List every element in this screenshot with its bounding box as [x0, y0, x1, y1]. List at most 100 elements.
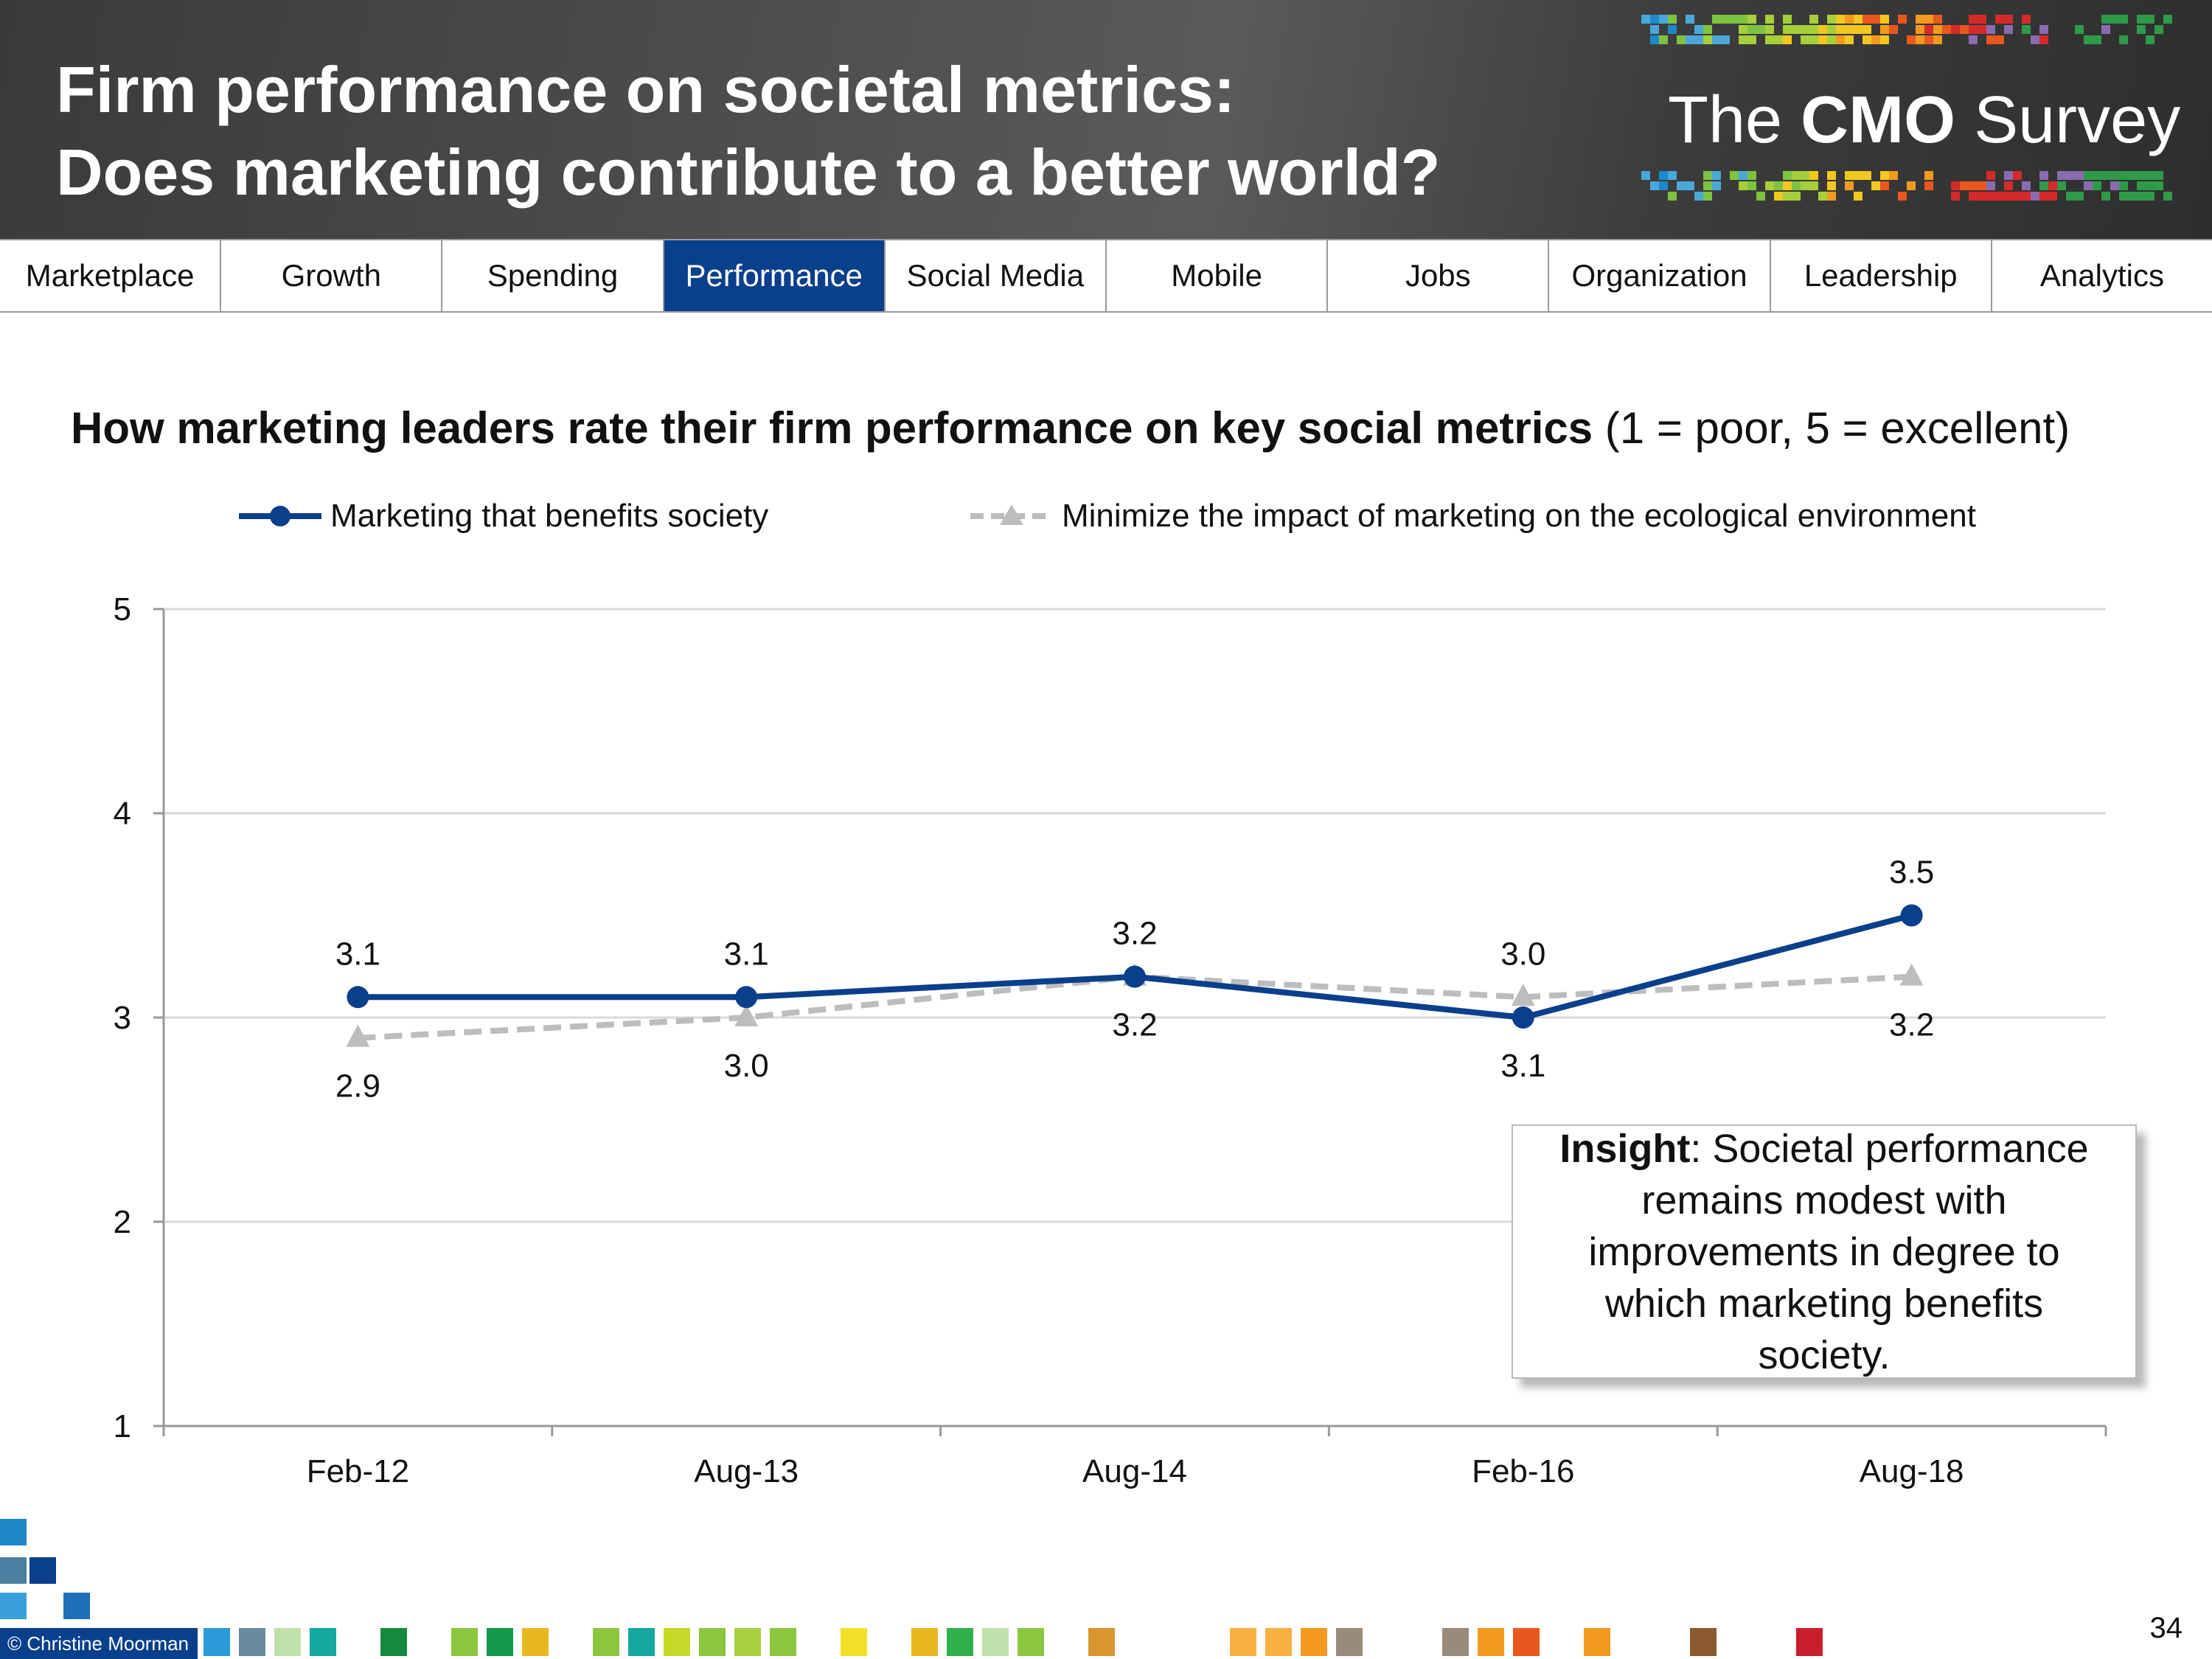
- logo-pixel: [1677, 35, 1686, 44]
- tab-spending[interactable]: Spending: [442, 240, 664, 311]
- logo-pixel: [1641, 15, 1650, 24]
- logo-pixel: [1721, 35, 1730, 44]
- logo-pixel: [1703, 192, 1712, 201]
- logo-pixel: [2039, 35, 2048, 44]
- data-point-series-2: [1511, 984, 1535, 1006]
- legend-marker-circle-icon: [239, 506, 321, 526]
- logo-pixel: [1951, 192, 1960, 201]
- logo-pixel: [1739, 181, 1747, 190]
- logo-pixel: [2066, 192, 2075, 201]
- tab-growth[interactable]: Growth: [221, 240, 443, 311]
- logo-pixel: [2039, 171, 2048, 180]
- footer-square: [1690, 1628, 1717, 1656]
- logo-pixel: [1783, 35, 1792, 44]
- footer-square: [770, 1628, 796, 1656]
- logo-pixel: [1686, 15, 1694, 24]
- legend-item-series-1: Marketing that benefits society: [236, 493, 768, 540]
- logo-pixel: [1765, 15, 1774, 24]
- tab-jobs[interactable]: Jobs: [1328, 240, 1550, 311]
- x-tick-label: Aug-13: [694, 1453, 799, 1489]
- logo-pixel: [2137, 181, 2146, 190]
- footer-square: [29, 1557, 56, 1584]
- logo-pixel: [2039, 192, 2048, 201]
- logo-pixel: [1995, 35, 2004, 44]
- logo-pixel: [1694, 192, 1703, 201]
- logo-pixel: [2013, 171, 2022, 180]
- logo-pixel: [1703, 171, 1712, 180]
- logo-pixel: [1916, 35, 1924, 44]
- logo-pixel: [1827, 192, 1836, 201]
- logo-pixel: [1809, 35, 1818, 44]
- insight-label: Insight: [1559, 1126, 1691, 1171]
- logo-pixel: [1659, 15, 1668, 24]
- logo-pixel: [1801, 35, 1809, 44]
- logo-prefix: The: [1668, 83, 1801, 157]
- logo-pixel: [1739, 171, 1747, 180]
- logo-pixel: [2022, 181, 2031, 190]
- footer-square: [63, 1593, 90, 1619]
- logo-pixel: [1668, 15, 1677, 24]
- logo-pixel: [1933, 25, 1942, 34]
- logo-pixel: [1712, 35, 1721, 44]
- logo-pixel: [1747, 25, 1756, 34]
- logo-pixel: [1694, 35, 1703, 44]
- legend-marker-triangle-icon: [970, 504, 1053, 525]
- data-point-series-1: [1900, 904, 1923, 927]
- tab-leadership[interactable]: Leadership: [1771, 240, 1992, 311]
- logo-pixel: [2119, 35, 2128, 44]
- logo-pixel: [1774, 181, 1783, 190]
- logo-pixel: [2013, 192, 2022, 201]
- tab-analytics[interactable]: Analytics: [2039, 258, 2164, 293]
- logo-pixel: [1774, 192, 1783, 201]
- logo-pixel: [1845, 35, 1854, 44]
- logo-pixel: [1721, 15, 1730, 24]
- logo-pixel: [1924, 15, 1933, 24]
- logo-pixel: [1668, 25, 1677, 34]
- logo-pixel: [1774, 35, 1783, 44]
- logo-pixel: [2022, 192, 2031, 201]
- footer-square: [0, 1519, 27, 1545]
- data-label-series-2: 3.2: [1889, 1007, 1934, 1043]
- logo-pixel: [2084, 35, 2093, 44]
- logo-pixel: [2101, 192, 2110, 201]
- x-tick-label: Feb-16: [1472, 1453, 1574, 1489]
- logo-pixel: [1863, 35, 1871, 44]
- logo-pixel: [1730, 15, 1739, 24]
- tab-social-media[interactable]: Social Media: [886, 240, 1107, 311]
- tab-organization[interactable]: Organization: [1549, 240, 1771, 311]
- logo-pixel: [1792, 181, 1801, 190]
- logo-pixel: [1756, 25, 1765, 34]
- logo-pixel: [1951, 181, 1960, 190]
- logo-pixel: [1739, 35, 1747, 44]
- logo-pixel: [1986, 171, 1995, 180]
- logo-pixel: [2022, 15, 2031, 24]
- tab-mobile[interactable]: Mobile: [1107, 240, 1329, 311]
- logo-pixel: [1801, 25, 1809, 34]
- logo-pixel: [1880, 35, 1889, 44]
- logo-pixel: [2022, 25, 2031, 34]
- logo-pixel: [2101, 15, 2110, 24]
- footer-square: [1265, 1628, 1292, 1656]
- copyright-notice: © Christine Moorman: [0, 1628, 198, 1659]
- logo-pixel: [1978, 181, 1986, 190]
- footer-square: [1336, 1628, 1363, 1656]
- logo-pixel: [2128, 192, 2137, 201]
- logo-pixel: [1845, 25, 1854, 34]
- tab-marketplace[interactable]: Marketplace: [0, 240, 222, 311]
- data-point-series-1: [1512, 1006, 1534, 1029]
- logo-pixel: [1924, 171, 1933, 180]
- logo-bold: CMO: [1801, 83, 1956, 157]
- logo-pixel: [2004, 25, 2013, 34]
- logo-pixel: [1783, 192, 1792, 201]
- chart-heading: How marketing leaders rate their firm pe…: [71, 403, 2070, 453]
- y-tick-label: 2: [114, 1204, 131, 1240]
- logo-pixel: [1827, 171, 1836, 180]
- logo-pixel: [1801, 181, 1809, 190]
- tab-performance[interactable]: Performance: [664, 240, 886, 311]
- insight-box: Insight: Societal performance remains mo…: [1512, 1124, 2137, 1379]
- logo-pixel: [1712, 15, 1721, 24]
- logo-pixel: [1880, 15, 1889, 24]
- data-label-series-1: 3.1: [335, 936, 380, 972]
- data-label-series-2: 3.0: [1500, 936, 1545, 972]
- logo-pixel: [1712, 181, 1721, 190]
